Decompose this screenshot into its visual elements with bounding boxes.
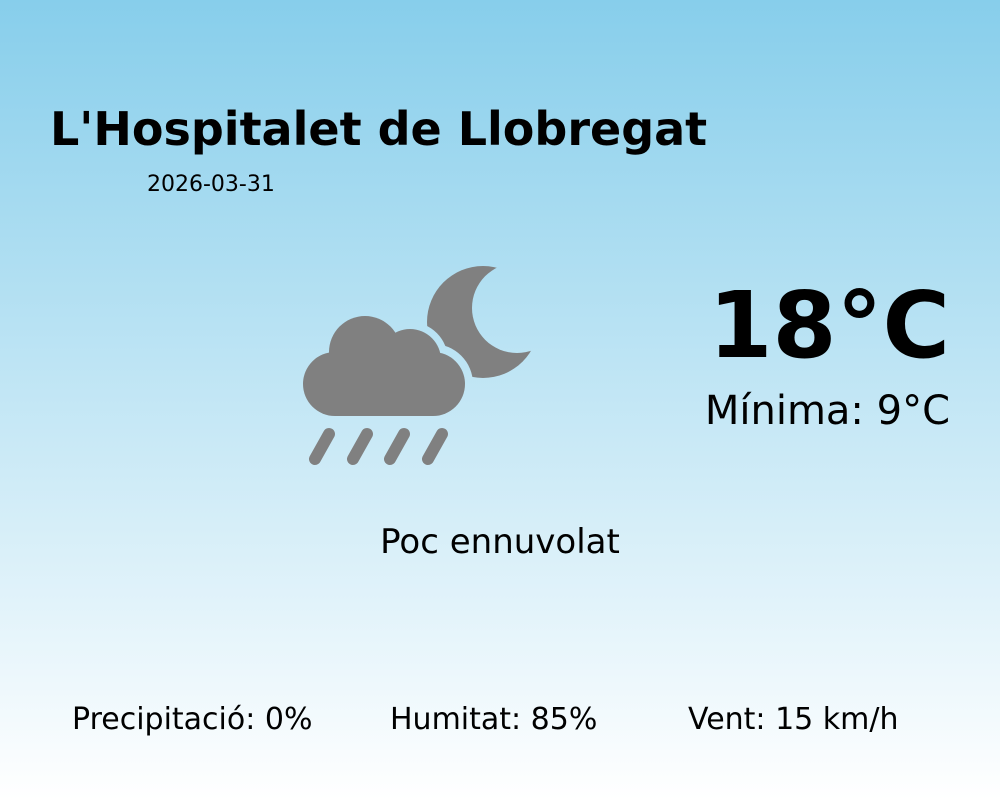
wind-stat: Vent: 15 km/h (688, 702, 899, 737)
minimum-temperature: Mínima: 9°C (704, 388, 950, 434)
date-label: 2026-03-31 (147, 172, 275, 197)
condition-label: Poc ennuvolat (380, 522, 620, 562)
current-temperature: 18°C (708, 272, 950, 379)
cloud-moon-rain-icon (303, 266, 539, 465)
city-title: L'Hospitalet de Llobregat (50, 102, 708, 156)
humidity-stat: Humitat: 85% (390, 702, 598, 737)
precipitation-stat: Precipitació: 0% (72, 702, 313, 737)
